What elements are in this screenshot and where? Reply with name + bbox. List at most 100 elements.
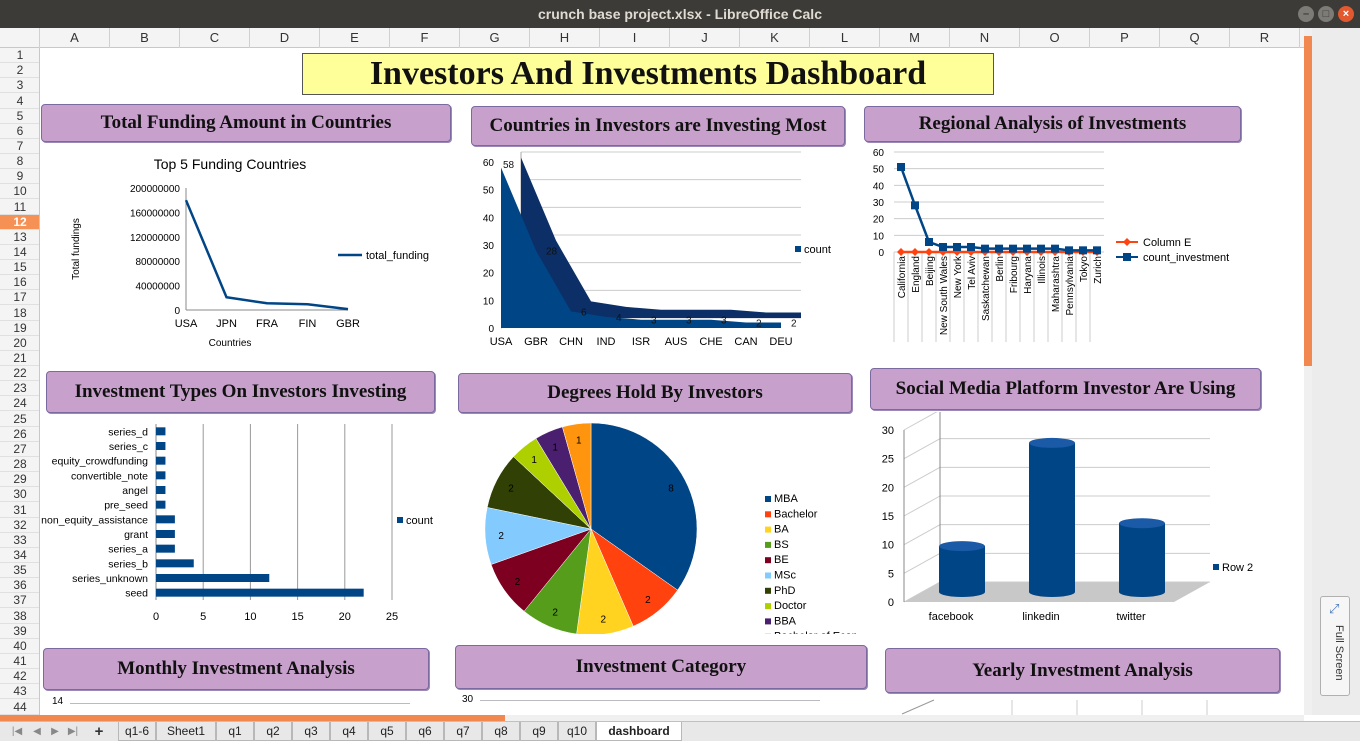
chart-regional[interactable]: 0 10 20 30 40 50 60 California England Beijing New…	[864, 146, 1238, 354]
row-header-27[interactable]: 27	[0, 442, 39, 457]
row-header-2[interactable]: 2	[0, 63, 39, 79]
sheet-tab-q1-6[interactable]: q1-6	[118, 722, 156, 741]
banner-yearly[interactable]: Yearly Investment Analysis	[885, 648, 1280, 693]
column-header-C[interactable]: C	[180, 28, 250, 48]
row-header-28[interactable]: 28	[0, 457, 39, 473]
row-header-33[interactable]: 33	[0, 533, 39, 548]
chart-monthly-partial[interactable]: 14	[48, 695, 422, 715]
column-header-L[interactable]: L	[810, 28, 880, 48]
row-header-43[interactable]: 43	[0, 684, 39, 700]
horizontal-scroll-thumb[interactable]	[0, 715, 505, 721]
row-header-23[interactable]: 23	[0, 381, 39, 397]
fullscreen-button[interactable]: ⤢	[1320, 596, 1350, 696]
row-header-7[interactable]: 7	[0, 139, 39, 154]
maximize-button[interactable]: □	[1318, 6, 1334, 22]
column-header-M[interactable]: M	[880, 28, 950, 48]
column-header-D[interactable]: D	[250, 28, 320, 48]
row-header-41[interactable]: 41	[0, 654, 39, 669]
prev-sheet-icon[interactable]: ◀	[33, 726, 41, 737]
minimize-button[interactable]: –	[1298, 6, 1314, 22]
row-header-9[interactable]: 9	[0, 169, 39, 185]
row-header-12[interactable]: 12	[0, 214, 39, 230]
banner-category[interactable]: Investment Category	[455, 645, 867, 689]
row-header-18[interactable]: 18	[0, 306, 39, 321]
chart-yearly-partial[interactable]	[892, 696, 1283, 715]
horizontal-scrollbar[interactable]	[0, 715, 1304, 721]
chart-degrees[interactable]: 8 2 2 2 2 2 2 1 1 1 MBA Bachelor BA BS BE MSc PhD Doctor B…	[460, 416, 887, 643]
row-header-42[interactable]: 42	[0, 669, 39, 685]
column-header-N[interactable]: N	[950, 28, 1020, 48]
column-header-I[interactable]: I	[600, 28, 670, 48]
row-header-14[interactable]: 14	[0, 245, 39, 260]
sheet-tab-q10[interactable]: q10	[558, 722, 596, 741]
banner-monthly[interactable]: Monthly Investment Analysis	[43, 648, 429, 690]
row-header-16[interactable]: 16	[0, 275, 39, 291]
chart-category-partial[interactable]: 30	[456, 692, 870, 715]
column-header-G[interactable]: G	[460, 28, 530, 48]
row-header-10[interactable]: 10	[0, 184, 39, 200]
vertical-scrollbar[interactable]	[1304, 28, 1312, 715]
sheet-tab-q1[interactable]: q1	[216, 722, 254, 741]
column-header-H[interactable]: H	[530, 28, 600, 48]
row-header-4[interactable]: 4	[0, 94, 39, 109]
banner-investment-types[interactable]: Investment Types On Investors Investing	[46, 371, 435, 413]
last-sheet-icon[interactable]: ▶|	[67, 726, 79, 737]
sheet-tab-dashboard[interactable]: dashboard	[596, 722, 682, 741]
row-header-30[interactable]: 30	[0, 487, 39, 503]
row-header-31[interactable]: 31	[0, 503, 39, 518]
row-header-17[interactable]: 17	[0, 290, 39, 306]
row-header-40[interactable]: 40	[0, 639, 39, 654]
column-header-O[interactable]: O	[1020, 28, 1090, 48]
sheet-tab-q4[interactable]: q4	[330, 722, 368, 741]
sheet-tab-q8[interactable]: q8	[482, 722, 520, 741]
row-header-5[interactable]: 5	[0, 109, 39, 124]
row-header-11[interactable]: 11	[0, 200, 39, 215]
dashboard-title[interactable]: Investors And Investments Dashboard	[302, 53, 994, 95]
chart-countries-investing[interactable]: 0 10 20 30 40 50 60 USA GBR CHN IND ISR AUS CHE CAN DEU…	[473, 150, 856, 354]
row-header-29[interactable]: 29	[0, 472, 39, 488]
banner-social-media[interactable]: Social Media Platform Investor Are Using	[870, 368, 1261, 410]
column-header-A[interactable]: A	[40, 28, 110, 48]
row-header-21[interactable]: 21	[0, 351, 39, 366]
row-header-37[interactable]: 37	[0, 593, 39, 609]
chart-total-funding[interactable]: Top 5 Funding Countries 0 40000000 80000000…	[52, 146, 436, 366]
chart-social-media[interactable]: 0 5 10 15 20 25 30 facebook linkedin twitter Row 2	[874, 409, 1264, 628]
sheet-tab-Sheet1[interactable]: Sheet1	[156, 722, 216, 741]
row-header-32[interactable]: 32	[0, 518, 39, 533]
sheet-tab-q3[interactable]: q3	[292, 722, 330, 741]
next-sheet-icon[interactable]: ▶	[51, 726, 59, 737]
column-header-F[interactable]: F	[390, 28, 460, 48]
column-header-J[interactable]: J	[670, 28, 740, 48]
banner-regional[interactable]: Regional Analysis of Investments	[864, 106, 1241, 142]
row-header-38[interactable]: 38	[0, 609, 39, 624]
row-header-44[interactable]: 44	[0, 700, 39, 715]
row-header-26[interactable]: 26	[0, 427, 39, 442]
row-header-36[interactable]: 36	[0, 578, 39, 594]
first-sheet-icon[interactable]: |◀	[11, 726, 23, 737]
banner-degrees[interactable]: Degrees Hold By Investors	[458, 373, 852, 413]
sheet-tab-q2[interactable]: q2	[254, 722, 292, 741]
vertical-scroll-thumb[interactable]	[1304, 36, 1312, 366]
row-header-22[interactable]: 22	[0, 366, 39, 382]
row-header-1[interactable]: 1	[0, 48, 39, 63]
banner-total-funding[interactable]: Total Funding Amount in Countries	[41, 104, 451, 142]
row-header-13[interactable]: 13	[0, 230, 39, 245]
column-header-K[interactable]: K	[740, 28, 810, 48]
row-header-3[interactable]: 3	[0, 78, 39, 94]
row-header-8[interactable]: 8	[0, 154, 39, 169]
column-header-Q[interactable]: Q	[1160, 28, 1230, 48]
row-header-35[interactable]: 35	[0, 563, 39, 579]
sheet-tab-q9[interactable]: q9	[520, 722, 558, 741]
corner-cell[interactable]	[0, 28, 40, 48]
spreadsheet-grid[interactable]: Investors And Investments Dashboard Tota…	[40, 48, 1304, 715]
add-sheet-icon[interactable]: +	[94, 723, 104, 740]
sheet-tab-q6[interactable]: q6	[406, 722, 444, 741]
sheet-tab-q5[interactable]: q5	[368, 722, 406, 741]
row-header-20[interactable]: 20	[0, 336, 39, 351]
row-header-19[interactable]: 19	[0, 321, 39, 336]
banner-countries-investing[interactable]: Countries in Investors are Investing Mos…	[471, 106, 845, 146]
column-header-P[interactable]: P	[1090, 28, 1160, 48]
row-header-34[interactable]: 34	[0, 548, 39, 563]
row-header-24[interactable]: 24	[0, 396, 39, 412]
chart-investment-types[interactable]: 0 5 10 15 20 25 series_d series_c equity_crowdfu…	[40, 416, 443, 626]
